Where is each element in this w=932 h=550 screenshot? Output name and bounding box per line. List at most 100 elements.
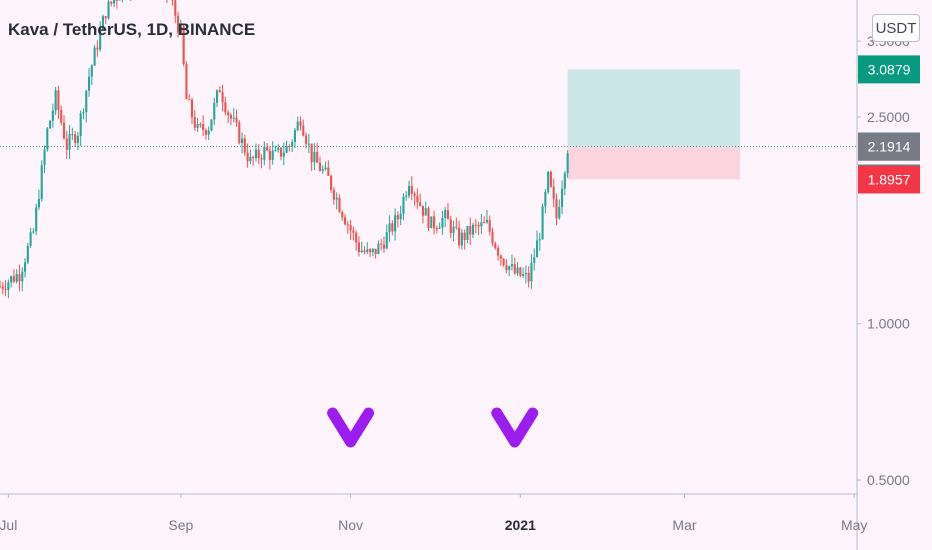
candle (402, 193, 405, 221)
candle (416, 188, 419, 209)
candle (260, 154, 263, 169)
x-tick-label: May (841, 517, 867, 533)
candle (477, 221, 480, 235)
candle (318, 156, 322, 172)
candle (427, 206, 430, 232)
chevron-down-icon[interactable] (491, 407, 539, 448)
candle (421, 205, 424, 224)
candle (566, 150, 569, 178)
candle (15, 269, 18, 284)
candle (115, 0, 118, 9)
candle (444, 207, 447, 228)
candle (71, 127, 74, 141)
candle (224, 96, 227, 116)
candle (549, 170, 552, 188)
candle (196, 118, 199, 132)
candle (330, 174, 333, 194)
candle (561, 180, 564, 215)
candle (527, 266, 530, 288)
candle (249, 149, 252, 165)
candle (177, 11, 180, 38)
candle (407, 180, 411, 199)
candle (174, 0, 177, 24)
candle (229, 112, 233, 126)
candle (388, 215, 391, 242)
candle (104, 16, 107, 24)
candle (285, 140, 288, 154)
chevron-down-icon[interactable] (327, 407, 375, 448)
candle (74, 130, 77, 147)
candle (90, 64, 93, 85)
candle (76, 131, 79, 151)
candle (96, 40, 99, 57)
currency-button[interactable]: USDT (872, 14, 920, 42)
candle (0, 280, 2, 288)
price-label-text: 1.8957 (868, 171, 911, 187)
candle (516, 262, 519, 276)
candle (210, 119, 213, 132)
candle (282, 142, 285, 166)
candle (23, 258, 27, 278)
candle (82, 108, 85, 120)
candle (310, 143, 313, 171)
candle (65, 130, 68, 159)
candle (363, 246, 366, 255)
stop-zone[interactable] (567, 146, 741, 180)
candle (410, 176, 413, 201)
y-tick-label: 0.5000 (867, 472, 910, 488)
candle (399, 205, 402, 226)
candle (460, 229, 463, 250)
candle (382, 236, 386, 254)
candle (49, 119, 52, 129)
x-tick-label: Jul (0, 517, 17, 533)
candle (190, 97, 194, 125)
x-tick-label: 2021 (505, 517, 536, 533)
candle (369, 248, 372, 257)
candle (341, 210, 344, 221)
candle (357, 236, 360, 257)
candle (204, 128, 207, 140)
candle (535, 230, 539, 258)
candle (121, 0, 123, 3)
candle (79, 110, 82, 146)
candle (394, 208, 397, 241)
candle (510, 254, 514, 271)
candle (40, 160, 43, 202)
candle (391, 220, 394, 236)
y-tick-label: 1.0000 (867, 316, 910, 332)
candle (346, 221, 349, 234)
price-axis[interactable] (857, 0, 932, 550)
candle (43, 145, 46, 173)
candle (458, 220, 461, 249)
candle (558, 199, 561, 220)
candle (446, 202, 450, 220)
price-label-entry (858, 132, 920, 161)
candle (263, 141, 266, 166)
candle (522, 267, 525, 278)
candle (10, 275, 13, 288)
candle (497, 245, 500, 261)
candle (307, 133, 310, 154)
candle (60, 105, 63, 126)
candle (166, 0, 168, 3)
candle (179, 19, 182, 35)
candle (54, 87, 57, 116)
candle (188, 93, 191, 101)
candle (377, 240, 380, 255)
candle (87, 67, 91, 97)
candle (213, 98, 216, 126)
candle (218, 86, 221, 93)
price-label-text: 3.0879 (868, 61, 911, 77)
candle (413, 191, 416, 206)
candle (483, 216, 486, 224)
target-zone[interactable] (567, 69, 741, 147)
candle (288, 144, 291, 152)
candle (380, 239, 383, 251)
candle (466, 225, 469, 244)
candle (241, 132, 244, 154)
candle (338, 194, 341, 213)
candle (335, 192, 338, 210)
candle (296, 116, 299, 132)
candle (62, 115, 66, 140)
